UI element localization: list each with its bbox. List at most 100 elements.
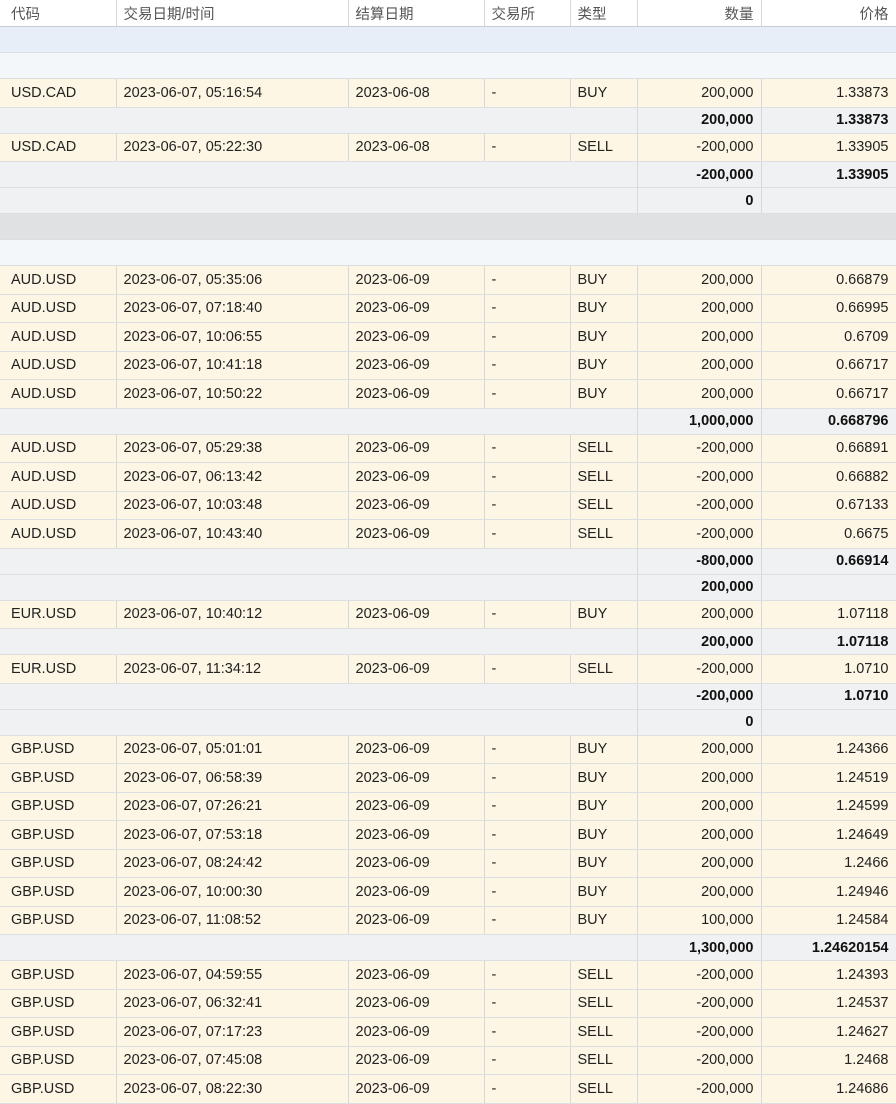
column-header-symbol[interactable]: 代码 bbox=[0, 0, 117, 27]
cell-quantity: 200,000 bbox=[637, 322, 762, 352]
cell-trade-datetime: 2023-06-07, 05:01:01 bbox=[116, 735, 349, 764]
trade-row[interactable]: GBP.USD 2023-06-07, 07:45:08 2023-06-09- SE… bbox=[0, 1046, 896, 1075]
cell-symbol: GBP.USD bbox=[0, 1046, 117, 1075]
cell-quantity: -200,000 bbox=[637, 491, 762, 520]
trade-row[interactable]: GBP.USD 2023-06-07, 07:26:21 2023-06-09- BU… bbox=[0, 792, 896, 821]
cell-price: 1.24366 bbox=[761, 735, 896, 764]
trade-row[interactable]: USD.CAD 2023-06-07, 05:22:30 2023-06-08- SE… bbox=[0, 133, 896, 162]
cell-price: 0.66879 bbox=[761, 265, 896, 295]
cell-settle-date: 2023-06-09 bbox=[348, 265, 485, 295]
column-header-settle-date[interactable]: 结算日期 bbox=[348, 0, 485, 27]
trade-row[interactable]: AUD.USD 2023-06-07, 10:41:18 2023-06-09- BU… bbox=[0, 351, 896, 380]
column-header-price[interactable]: 价格 bbox=[761, 0, 896, 27]
cell-exchange: - bbox=[484, 960, 571, 990]
trade-row[interactable]: GBP.USD 2023-06-07, 08:24:42 2023-06-09- BU… bbox=[0, 849, 896, 878]
subtotal-quantity: -200,000 bbox=[637, 161, 762, 188]
trade-row[interactable]: GBP.USD 2023-06-07, 10:00:30 2023-06-09- BU… bbox=[0, 877, 896, 907]
trade-row[interactable]: EUR.USD 2023-06-07, 11:34:12 2023-06-09- SE… bbox=[0, 654, 896, 684]
cell-price: 1.24627 bbox=[761, 1017, 896, 1047]
trade-row[interactable]: GBP.USD 2023-06-07, 06:58:39 2023-06-09- BU… bbox=[0, 763, 896, 793]
trade-row[interactable]: EUR.USD 2023-06-07, 10:40:12 2023-06-09- BU… bbox=[0, 600, 896, 629]
cell-type: BUY bbox=[570, 849, 638, 878]
cell-symbol: AUD.USD bbox=[0, 519, 117, 549]
cell-symbol: GBP.USD bbox=[0, 820, 117, 850]
net-price-empty bbox=[761, 187, 896, 214]
trade-row[interactable]: AUD.USD 2023-06-07, 05:29:38 2023-06-09- SE… bbox=[0, 434, 896, 463]
trade-row[interactable]: GBP.USD 2023-06-07, 07:17:23 2023-06-09- SE… bbox=[0, 1017, 896, 1047]
cell-trade-datetime: 2023-06-07, 06:13:42 bbox=[116, 462, 349, 492]
cell-settle-date: 2023-06-09 bbox=[348, 989, 485, 1018]
cell-type: BUY bbox=[570, 265, 638, 295]
cell-price: 1.33873 bbox=[761, 78, 896, 108]
cell-trade-datetime: 2023-06-07, 06:58:39 bbox=[116, 763, 349, 793]
cell-exchange: - bbox=[484, 1046, 571, 1075]
cell-exchange: - bbox=[484, 849, 571, 878]
cell-trade-datetime: 2023-06-07, 04:59:55 bbox=[116, 960, 349, 990]
cell-exchange: - bbox=[484, 519, 571, 549]
trade-row[interactable]: AUD.USD 2023-06-07, 05:35:06 2023-06-09- BU… bbox=[0, 265, 896, 295]
trade-row[interactable]: AUD.USD 2023-06-07, 10:43:40 2023-06-09- SE… bbox=[0, 519, 896, 549]
cell-symbol: USD.CAD bbox=[0, 78, 117, 108]
cell-trade-datetime: 2023-06-07, 10:06:55 bbox=[116, 322, 349, 352]
cell-symbol: GBP.USD bbox=[0, 849, 117, 878]
trade-row[interactable]: GBP.USD 2023-06-07, 04:59:55 2023-06-09- SE… bbox=[0, 960, 896, 990]
cell-type: SELL bbox=[570, 654, 638, 684]
cell-settle-date: 2023-06-09 bbox=[348, 322, 485, 352]
cell-settle-date: 2023-06-09 bbox=[348, 960, 485, 990]
column-header-exchange[interactable]: 交易所 bbox=[484, 0, 571, 27]
cell-trade-datetime: 2023-06-07, 08:24:42 bbox=[116, 849, 349, 878]
trade-row[interactable]: USD.CAD 2023-06-07, 05:16:54 2023-06-08- BU… bbox=[0, 78, 896, 108]
cell-type: SELL bbox=[570, 462, 638, 492]
trade-row[interactable]: AUD.USD 2023-06-07, 10:50:22 2023-06-09- BU… bbox=[0, 379, 896, 409]
column-header-type[interactable]: 类型 bbox=[570, 0, 638, 27]
subtotal-quantity: 200,000 bbox=[637, 107, 762, 134]
cell-symbol: GBP.USD bbox=[0, 763, 117, 793]
cell-quantity: 200,000 bbox=[637, 820, 762, 850]
subtotal-row: 200,000 1.07118 bbox=[0, 628, 896, 655]
subtotal-row: -800,000 0.66914 bbox=[0, 548, 896, 575]
cell-quantity: -200,000 bbox=[637, 654, 762, 684]
cell-price: 0.6709 bbox=[761, 322, 896, 352]
cell-trade-datetime: 2023-06-07, 08:22:30 bbox=[116, 1074, 349, 1104]
separator-cell bbox=[0, 213, 896, 240]
net-position-row: 200,000 bbox=[0, 574, 896, 601]
trade-row[interactable]: GBP.USD 2023-06-07, 08:22:30 2023-06-09- SE… bbox=[0, 1074, 896, 1104]
cell-settle-date: 2023-06-09 bbox=[348, 906, 485, 935]
group-separator-row bbox=[0, 26, 896, 53]
net-price-empty bbox=[761, 574, 896, 601]
cell-type: SELL bbox=[570, 519, 638, 549]
cell-symbol: AUD.USD bbox=[0, 379, 117, 409]
cell-price: 0.66995 bbox=[761, 294, 896, 323]
cell-trade-datetime: 2023-06-07, 05:22:30 bbox=[116, 133, 349, 162]
trade-row[interactable]: GBP.USD 2023-06-07, 06:32:41 2023-06-09- SE… bbox=[0, 989, 896, 1018]
cell-type: SELL bbox=[570, 960, 638, 990]
subtotal-price: 1.07118 bbox=[761, 628, 896, 655]
trade-row[interactable]: AUD.USD 2023-06-07, 10:03:48 2023-06-09- SE… bbox=[0, 491, 896, 520]
column-header-quantity[interactable]: 数量 bbox=[637, 0, 762, 27]
cell-settle-date: 2023-06-08 bbox=[348, 78, 485, 108]
cell-type: SELL bbox=[570, 491, 638, 520]
cell-settle-date: 2023-06-09 bbox=[348, 600, 485, 629]
cell-trade-datetime: 2023-06-07, 06:32:41 bbox=[116, 989, 349, 1018]
cell-symbol: GBP.USD bbox=[0, 1074, 117, 1104]
trade-row[interactable]: GBP.USD 2023-06-07, 05:01:01 2023-06-09- BU… bbox=[0, 735, 896, 764]
trade-row[interactable]: GBP.USD 2023-06-07, 11:08:52 2023-06-09- BU… bbox=[0, 906, 896, 935]
cell-exchange: - bbox=[484, 351, 571, 380]
cell-quantity: 200,000 bbox=[637, 78, 762, 108]
cell-type: BUY bbox=[570, 906, 638, 935]
trade-row[interactable]: AUD.USD 2023-06-07, 06:13:42 2023-06-09- SE… bbox=[0, 462, 896, 492]
cell-type: BUY bbox=[570, 820, 638, 850]
cell-quantity: 200,000 bbox=[637, 763, 762, 793]
subtotal-price: 1.0710 bbox=[761, 683, 896, 710]
net-position-row: 0 bbox=[0, 709, 896, 736]
cell-price: 1.2468 bbox=[761, 1046, 896, 1075]
trade-row[interactable]: AUD.USD 2023-06-07, 07:18:40 2023-06-09- BU… bbox=[0, 294, 896, 323]
cell-exchange: - bbox=[484, 322, 571, 352]
cell-settle-date: 2023-06-09 bbox=[348, 379, 485, 409]
cell-quantity: 200,000 bbox=[637, 265, 762, 295]
column-header-trade-datetime[interactable]: 交易日期/时间 bbox=[116, 0, 349, 27]
subtotal-spacer bbox=[0, 107, 638, 134]
cell-trade-datetime: 2023-06-07, 10:40:12 bbox=[116, 600, 349, 629]
trade-row[interactable]: GBP.USD 2023-06-07, 07:53:18 2023-06-09- BU… bbox=[0, 820, 896, 850]
trade-row[interactable]: AUD.USD 2023-06-07, 10:06:55 2023-06-09- BU… bbox=[0, 322, 896, 352]
